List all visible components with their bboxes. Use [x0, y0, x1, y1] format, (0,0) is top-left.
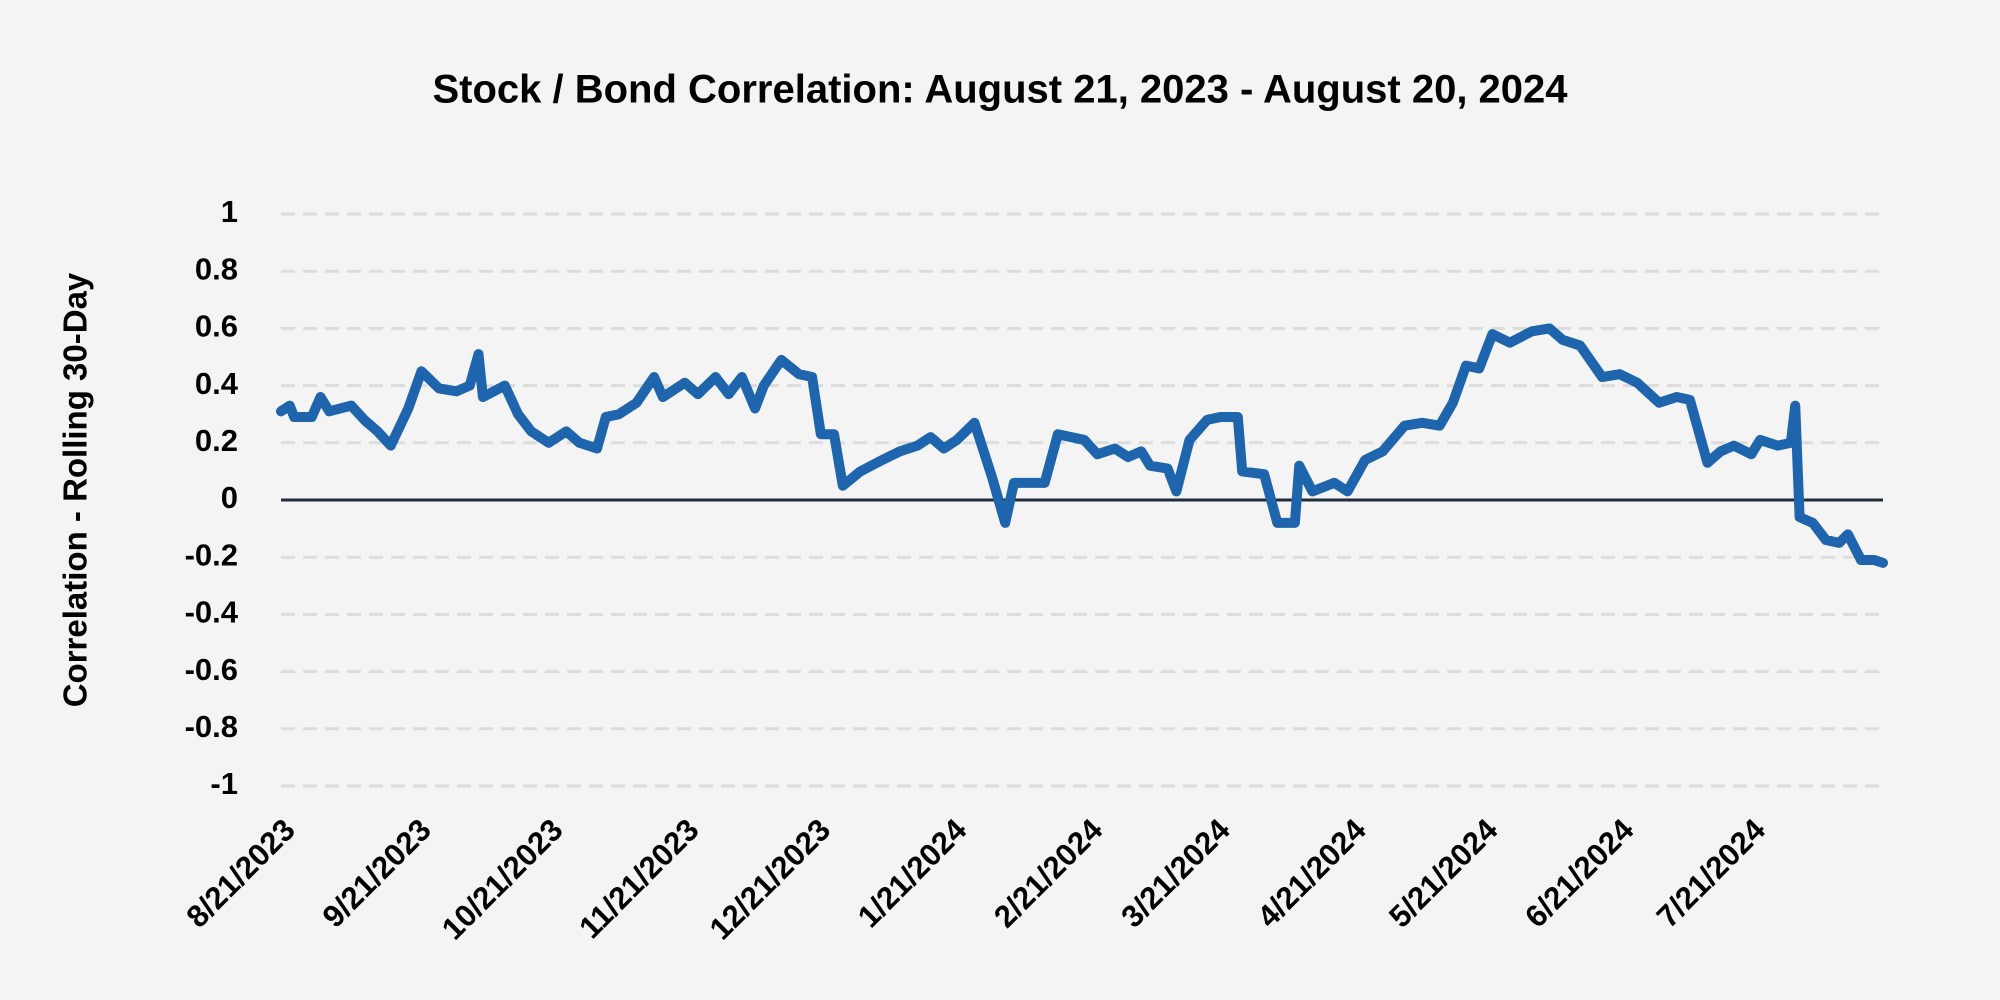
y-tick-label: 0.8 — [195, 251, 238, 286]
y-tick-label: 0.2 — [195, 423, 238, 458]
y-tick-label: 0.6 — [195, 309, 238, 344]
y-tick-label: -0.4 — [185, 595, 239, 630]
y-tick-label: 0.4 — [195, 366, 239, 401]
y-tick-label: -0.6 — [185, 652, 238, 687]
chart-title: Stock / Bond Correlation: August 21, 202… — [432, 68, 1568, 112]
y-tick-label: 0 — [221, 480, 238, 515]
y-tick-label: -0.2 — [185, 537, 238, 572]
y-axis-title: Correlation - Rolling 30-Day — [57, 272, 94, 707]
y-tick-label: -0.8 — [185, 709, 238, 744]
y-tick-label: -1 — [210, 766, 238, 801]
line-series — [276, 323, 1888, 568]
y-tick-label: 1 — [221, 194, 238, 229]
